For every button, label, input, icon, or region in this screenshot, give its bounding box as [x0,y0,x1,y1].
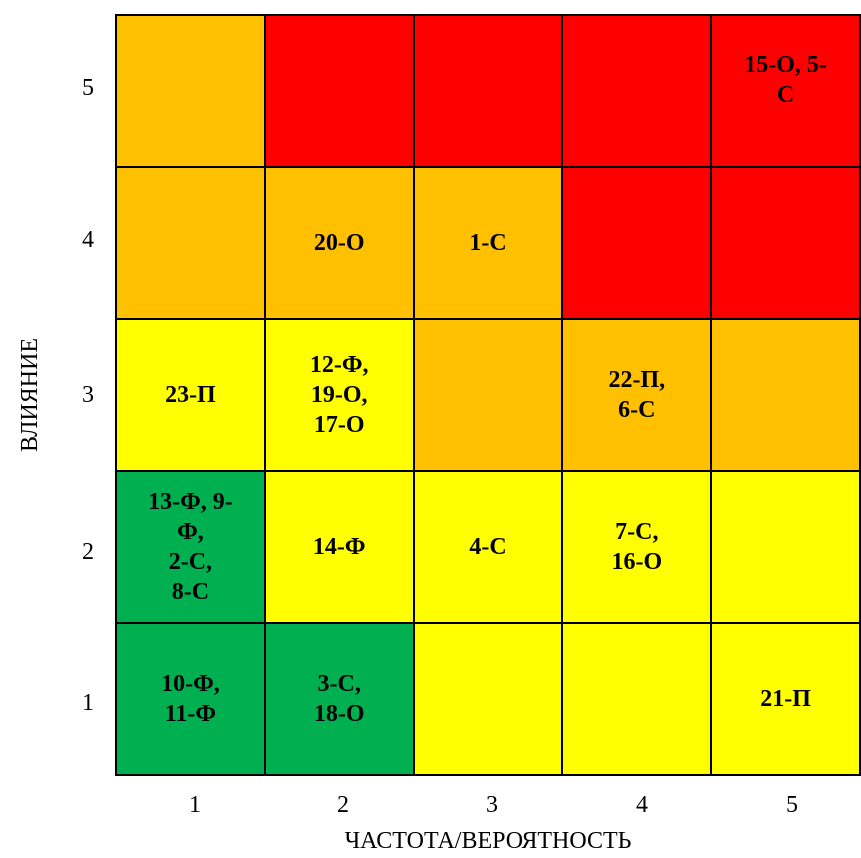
x-tick-5: 5 [786,792,798,818]
matrix-cell-impact-5-freq-3 [414,16,564,168]
cell-risk-labels: 13-Ф, 9- Ф, 2-С, 8-С [148,489,233,605]
matrix-cell-impact-5-freq-4 [563,16,713,168]
cell-risk-labels: 3-С, 18-О [313,671,365,727]
matrix-cell-impact-4-freq-1 [117,168,266,320]
x-tick-2: 2 [337,792,349,818]
matrix-cell-impact-2-freq-5 [712,472,861,624]
cell-risk-labels: 15-О, 5- С [744,52,827,108]
cell-risk-labels: 10-Ф, 11-Ф [161,671,220,727]
cell-risk-labels: 23-П [165,382,216,408]
x-tick-4: 4 [636,792,648,818]
y-tick-5: 5 [82,75,94,101]
matrix-cell-impact-2-freq-2: 14-Ф [265,472,415,624]
matrix-cell-impact-3-freq-5 [712,320,861,472]
x-axis-label: ЧАСТОТА/ВЕРОЯТНОСТЬ [344,828,632,854]
matrix-cell-impact-1-freq-5: 21-П [712,624,861,776]
matrix-cell-impact-3-freq-3 [414,320,564,472]
risk-matrix: 15-О, 5- С 20-О 1-С 23-П 12-Ф, 19-О, 17-О 22-… [115,14,861,776]
matrix-cell-impact-1-freq-1: 10-Ф, 11-Ф [117,624,266,776]
cell-risk-labels: 1-С [469,230,507,256]
matrix-cell-impact-3-freq-2: 12-Ф, 19-О, 17-О [265,320,415,472]
matrix-cell-impact-2-freq-3: 4-С [414,472,564,624]
matrix-cell-impact-3-freq-1: 23-П [117,320,266,472]
y-tick-1: 1 [82,690,94,716]
cell-risk-labels: 4-С [469,534,507,560]
matrix-cell-impact-4-freq-2: 20-О [265,168,415,320]
matrix-cell-impact-4-freq-5 [712,168,861,320]
y-axis-label-text: ВЛИЯНИЕ [17,337,43,453]
cell-risk-labels: 7-С, 16-О [611,519,663,575]
y-tick-2: 2 [82,539,94,565]
matrix-cell-impact-4-freq-4 [563,168,713,320]
matrix-cell-impact-2-freq-1: 13-Ф, 9- Ф, 2-С, 8-С [117,472,266,624]
matrix-cell-impact-1-freq-2: 3-С, 18-О [265,624,415,776]
matrix-cell-impact-3-freq-4: 22-П, 6-С [563,320,713,472]
matrix-cell-impact-5-freq-1 [117,16,266,168]
x-tick-1: 1 [189,792,201,818]
matrix-cell-impact-1-freq-3 [414,624,564,776]
cell-risk-labels: 22-П, 6-С [608,367,666,423]
cell-risk-labels: 21-П [760,686,811,712]
matrix-cell-impact-5-freq-5: 15-О, 5- С [712,16,861,168]
y-tick-4: 4 [82,227,94,253]
matrix-cell-impact-4-freq-3: 1-С [414,168,564,320]
matrix-cell-impact-2-freq-4: 7-С, 16-О [563,472,713,624]
cell-risk-labels: 12-Ф, 19-О, 17-О [309,352,369,438]
cell-risk-labels: 14-Ф [312,534,366,560]
matrix-cell-impact-5-freq-2 [265,16,415,168]
cell-risk-labels: 20-О [313,230,365,256]
matrix-cell-impact-1-freq-4 [563,624,713,776]
x-tick-3: 3 [486,792,498,818]
y-tick-3: 3 [82,382,94,408]
